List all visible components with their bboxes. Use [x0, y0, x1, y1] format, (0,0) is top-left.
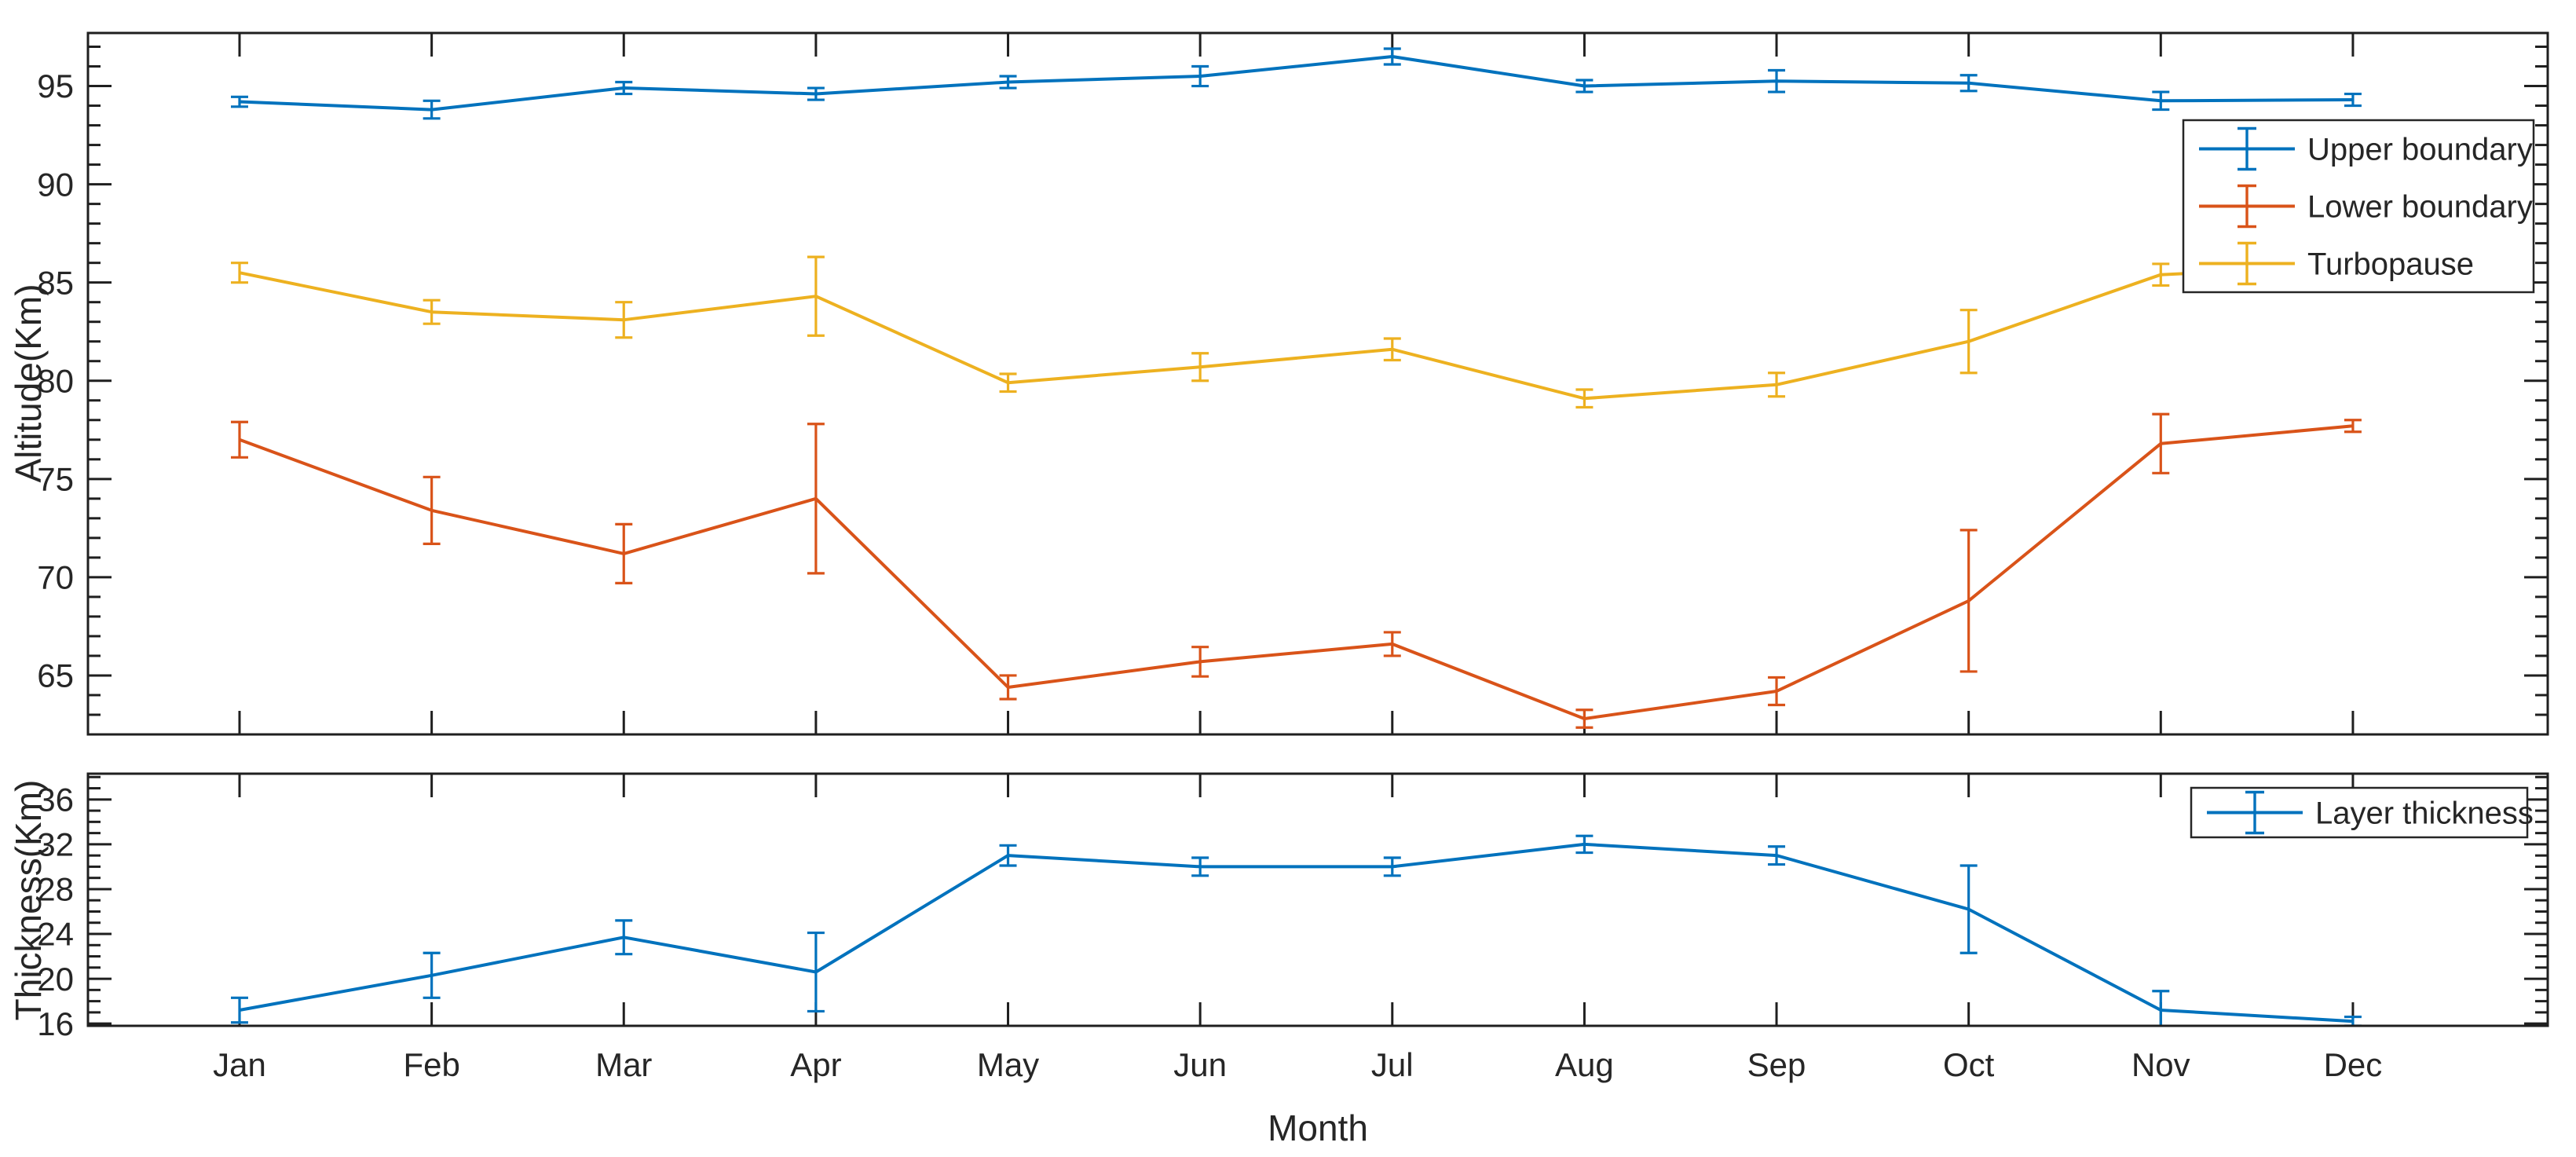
- legend-label: Turbopause: [2307, 247, 2474, 282]
- series-line-lower-boundary: [239, 424, 2354, 720]
- error-bar: [2344, 1015, 2362, 1026]
- y-tick-label: 85: [37, 264, 74, 301]
- y-tick-label: 24: [37, 916, 74, 953]
- series-line-turbopause: [239, 264, 2353, 401]
- legend-label: Upper boundary: [2307, 133, 2533, 167]
- x-tick-label: Nov: [2131, 1046, 2190, 1083]
- y-tick-label: 16: [37, 1005, 74, 1042]
- series-upper-boundary: [231, 47, 2362, 120]
- series-line-layer-thickness: [239, 842, 2354, 1023]
- y-tick-label: 20: [37, 961, 74, 998]
- plot-area: [88, 33, 2548, 734]
- subplot-thickness: 16 20 24 28 32 36 Jan Feb Mar Apr May Jun Jul Aug Sep O…: [37, 772, 2549, 1083]
- y-tick-label: 65: [37, 657, 74, 694]
- y-axis-label-altitude: Altitude(Km): [8, 284, 49, 482]
- y-tick-label: 95: [37, 68, 74, 104]
- y-axis-label-thickness: Thickness(Km): [8, 780, 49, 1021]
- subplot-altitude: 65 70 75 80 85 90 95 Upper boundary Lower bounda…: [37, 31, 2549, 736]
- y-tick-label: 70: [37, 559, 74, 596]
- error-bar: [231, 996, 248, 1024]
- legend-thickness: Layer thickness: [2190, 786, 2534, 839]
- x-tick-label: Jun: [1173, 1046, 1227, 1083]
- x-tick-label: Oct: [1943, 1046, 1995, 1083]
- x-axis-label-month: Month: [1268, 1108, 1368, 1148]
- legend-glyph-errorbar: [2207, 790, 2303, 835]
- subplots-group: 65 70 75 80 85 90 95 Upper boundary Lower bounda…: [37, 31, 2549, 1083]
- error-bar: [231, 420, 248, 459]
- axes-border: [86, 772, 2549, 1027]
- error-bar: [2344, 92, 2362, 108]
- legend-glyph-errorbar: [2199, 126, 2295, 171]
- x-tick-label: Dec: [2324, 1046, 2383, 1083]
- x-tick-label: May: [977, 1046, 1039, 1083]
- y-tick-label: 28: [37, 871, 74, 908]
- y-tick-label: 80: [37, 362, 74, 399]
- y-tick-label: 32: [37, 826, 74, 863]
- legend-label: Layer thickness: [2315, 796, 2534, 831]
- legend-label: Lower boundary: [2307, 190, 2533, 225]
- error-bar: [2344, 419, 2362, 434]
- series-lower-boundary: [231, 412, 2362, 729]
- series-line-upper-boundary: [239, 55, 2353, 112]
- x-tick-label: Aug: [1555, 1046, 1614, 1083]
- error-bar: [231, 262, 248, 284]
- x-tick-label: Jan: [213, 1046, 266, 1083]
- y-tick-label: 90: [37, 166, 74, 203]
- x-tick-label: Mar: [595, 1046, 652, 1083]
- series-group: [231, 834, 2362, 1026]
- x-tick-label: Apr: [790, 1046, 841, 1083]
- legend-altitude: Upper boundary Lower boundary Turbopause: [2182, 119, 2535, 294]
- legend-glyph-errorbar: [2199, 241, 2295, 286]
- y-tick-label: 75: [37, 461, 74, 498]
- x-tick-label: Jul: [1371, 1046, 1414, 1083]
- axes-border: [86, 31, 2549, 736]
- plot-area: [88, 774, 2548, 1026]
- x-tick-label: Feb: [403, 1046, 459, 1083]
- y-tick-label: 36: [37, 782, 74, 818]
- x-tick-label: Sep: [1747, 1046, 1806, 1083]
- series-group: [231, 47, 2362, 729]
- series-layer-thickness: [231, 834, 2362, 1026]
- tick-marks: [88, 33, 2548, 736]
- legend-glyph-errorbar: [2199, 184, 2295, 229]
